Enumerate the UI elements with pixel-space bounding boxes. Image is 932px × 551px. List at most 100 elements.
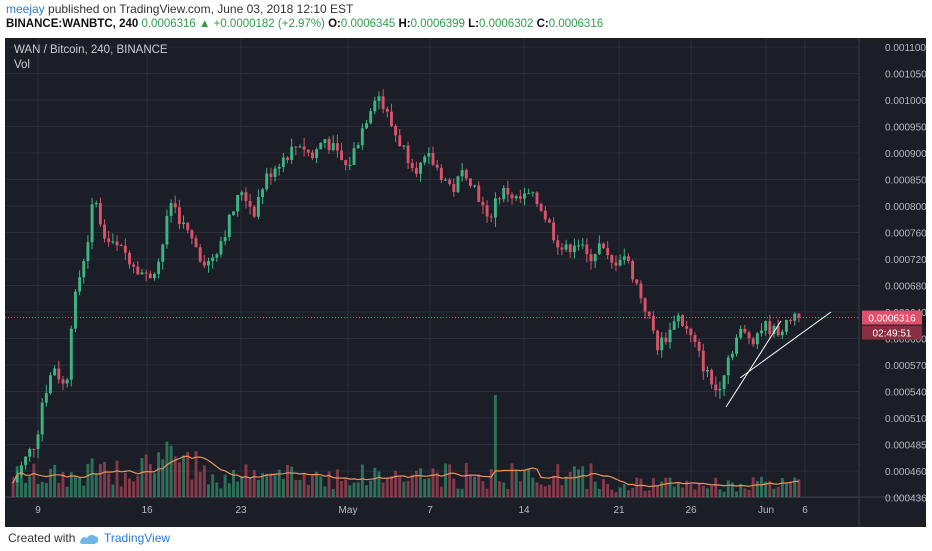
candle-body xyxy=(94,202,98,205)
candle-body xyxy=(539,204,543,211)
volume-bar xyxy=(115,460,119,497)
volume-bar xyxy=(614,492,618,497)
author-link[interactable]: meejay xyxy=(6,2,45,16)
volume-bar xyxy=(747,489,751,497)
candle-body xyxy=(78,277,82,292)
candle-body xyxy=(86,242,90,261)
candle-body xyxy=(410,162,414,169)
candle-body xyxy=(631,260,635,280)
volume-bar xyxy=(714,477,718,497)
candle-body xyxy=(614,262,618,266)
candle-body xyxy=(747,332,751,339)
candle-body xyxy=(111,241,115,243)
volume-bar xyxy=(710,485,714,497)
candle-body xyxy=(635,279,639,284)
candle-body xyxy=(281,157,285,167)
candle-body xyxy=(40,402,44,435)
volume-bar xyxy=(468,474,472,497)
countdown-bg xyxy=(862,325,922,340)
volume-bar xyxy=(157,452,161,497)
volume-bar xyxy=(427,478,431,497)
candle-body xyxy=(639,283,643,299)
candle-body xyxy=(294,146,298,148)
candle-body xyxy=(44,393,48,403)
volume-bar xyxy=(132,481,136,497)
candle-body xyxy=(427,153,431,157)
candle-body xyxy=(198,247,202,262)
candle-body xyxy=(643,298,647,312)
candle-body xyxy=(535,192,539,205)
volume-bar xyxy=(531,477,535,497)
candle-body xyxy=(244,192,248,202)
volume-bar xyxy=(672,486,676,497)
candle-body xyxy=(547,219,551,223)
candle-body xyxy=(676,315,680,322)
volume-bar xyxy=(602,479,605,497)
chart-title: WAN / Bitcoin, 240, BINANCE xyxy=(14,44,168,56)
candle-body xyxy=(597,243,601,255)
candle-body xyxy=(344,160,348,166)
volume-bar xyxy=(344,479,348,497)
candle-body xyxy=(252,206,256,217)
volume-bar xyxy=(564,476,568,497)
candle-body xyxy=(173,203,177,208)
candle-body xyxy=(610,255,614,263)
volume-bar xyxy=(44,482,48,497)
candle-body xyxy=(730,353,734,358)
volume-bar xyxy=(735,491,739,497)
candle-body xyxy=(444,179,447,181)
candle-body xyxy=(136,266,140,275)
volume-bar xyxy=(323,486,327,497)
candle-body xyxy=(423,156,427,163)
candle-body xyxy=(722,375,726,389)
volume-bar xyxy=(15,466,19,497)
candle-body xyxy=(668,329,672,343)
volume-bar xyxy=(514,470,518,497)
volume-bar xyxy=(385,477,389,497)
last-price: 0.0006316 xyxy=(141,18,196,30)
candle-body xyxy=(298,146,302,148)
candle-body xyxy=(552,222,556,241)
volume-bar xyxy=(506,488,510,497)
volume-bar xyxy=(86,463,90,497)
volume-bar xyxy=(435,472,439,497)
candle-body xyxy=(148,273,152,279)
volume-bar xyxy=(381,482,385,497)
candle-body xyxy=(269,173,273,177)
candle-body xyxy=(735,337,739,354)
volume-bar xyxy=(69,472,73,497)
volume-bar xyxy=(207,484,210,497)
candle-body xyxy=(394,126,398,136)
candle-body xyxy=(797,313,801,318)
candle-body xyxy=(389,111,393,127)
candle-body xyxy=(236,195,240,212)
volume-bar xyxy=(647,490,651,497)
volume-bar xyxy=(377,471,381,497)
candle-body xyxy=(477,185,481,202)
created-with-label: Created with xyxy=(8,531,76,545)
candle-body xyxy=(103,224,107,239)
volume-bar xyxy=(103,461,107,497)
volume-bar xyxy=(581,466,585,497)
volume-bar xyxy=(539,484,543,497)
price-change: ▲ +0.0000182 (+2.97%) xyxy=(199,18,325,30)
candle-body xyxy=(489,216,493,218)
volume-bar xyxy=(310,475,314,497)
price-tick-label: 0.0004360 xyxy=(885,494,926,505)
candle-body xyxy=(710,369,714,385)
volume-bar xyxy=(252,470,256,497)
volume-bar xyxy=(290,466,294,497)
candle-body xyxy=(585,244,589,255)
candle-body xyxy=(169,203,173,216)
volume-bar xyxy=(389,476,393,497)
tradingview-brand-link[interactable]: TradingView xyxy=(104,531,171,545)
candle-body xyxy=(577,245,581,247)
candle-body xyxy=(340,150,344,161)
volume-bar xyxy=(302,473,306,497)
candle-body xyxy=(780,331,784,336)
